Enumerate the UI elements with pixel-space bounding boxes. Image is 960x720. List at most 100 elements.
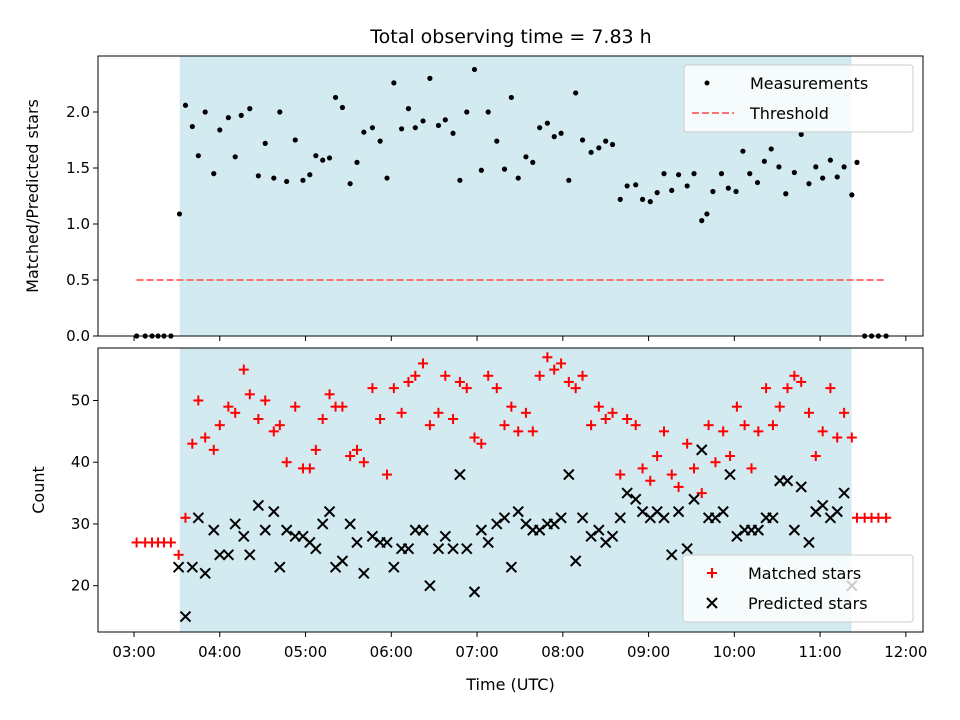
matched-star-point (499, 420, 510, 431)
top-y-axis-label: Matched/Predicted stars (23, 99, 42, 293)
predicted-star-point (831, 505, 843, 518)
predicted-star-point (838, 487, 850, 499)
matched-star-point (630, 420, 641, 431)
measurement-point (596, 145, 602, 151)
matched-star-point (180, 512, 191, 523)
bottom-y-axis-label: Count (29, 466, 48, 514)
legend-plus-glyph (707, 568, 717, 578)
predicted-star-point (688, 493, 700, 505)
predicted-star-point (475, 524, 488, 536)
matched-star-point (782, 383, 793, 394)
predicted-star-point (439, 530, 452, 543)
matched-star-point (375, 414, 386, 424)
measurement-point (654, 190, 660, 196)
y-tick-label: 50 (71, 391, 90, 409)
measurement-point (339, 104, 346, 111)
matched-star-point (448, 414, 459, 424)
matched-star-point (839, 407, 850, 418)
matched-star-point (549, 364, 560, 375)
measurement-point (768, 146, 774, 152)
predicted-star-point (351, 536, 363, 549)
measurement-point (326, 155, 333, 161)
predicted-star-point (563, 468, 575, 481)
y-tick-label: 20 (71, 577, 90, 595)
predicted-star-point (630, 493, 642, 505)
matched-star-point (527, 426, 538, 437)
predicted-star-point (482, 536, 494, 549)
measurement-point (405, 106, 412, 112)
measurement-point (292, 137, 298, 143)
predicted-star-point (696, 444, 708, 456)
legend-matched-label: Matched stars (748, 564, 861, 583)
measurement-point (202, 109, 208, 115)
matched-star-point (534, 370, 545, 381)
measurement-point (515, 175, 521, 181)
measurement-point (776, 164, 782, 170)
x-tick-label: 08:00 (541, 643, 584, 661)
predicted-star-point (672, 505, 685, 518)
predicted-star-point (752, 524, 765, 536)
measurement-point (277, 109, 283, 115)
matched-star-point (165, 537, 176, 548)
predicted-star-point (186, 561, 199, 573)
predicted-star-point (795, 481, 807, 493)
measurement-point (551, 134, 557, 140)
predicted-star-point (555, 512, 567, 524)
measurement-point (791, 169, 797, 176)
predicted-star-point (681, 542, 693, 555)
matched-star-point (881, 512, 892, 523)
predicted-star-point (172, 561, 185, 573)
matched-star-point (358, 457, 369, 468)
predicted-star-point (323, 505, 336, 518)
measurement-point (813, 164, 819, 170)
matched-star-point (731, 401, 742, 412)
measurement-point (566, 177, 572, 183)
matched-star-point (304, 463, 315, 474)
measurement-point (478, 167, 484, 173)
predicted-star-point (388, 561, 400, 573)
measurement-point (195, 153, 201, 159)
measurement-point (232, 154, 238, 160)
matched-star-point (622, 414, 633, 424)
y-tick-label: 30 (71, 515, 90, 533)
matched-star-point (382, 469, 393, 480)
measurement-point (798, 131, 804, 137)
measurement-point (300, 177, 306, 183)
legend-matched-marker (707, 568, 717, 578)
predicted-star-point (214, 549, 226, 561)
measurement-point (661, 171, 667, 177)
predicted-star-point (238, 530, 250, 543)
measurement-point (238, 112, 244, 118)
legend-threshold-label: Threshold (749, 104, 829, 123)
matched-star-point (317, 414, 328, 424)
matched-star-point (223, 401, 234, 412)
matched-star-point (563, 376, 574, 387)
matched-star-point (753, 426, 764, 437)
x-tick-label: 12:00 (884, 643, 927, 661)
bottom-legend: Matched stars Predicted stars (682, 554, 914, 623)
matched-star-point (469, 432, 480, 443)
measurement-point (675, 172, 682, 178)
matched-star-point (290, 401, 301, 412)
measurement-point (485, 109, 491, 115)
y-tick-label: 0.0 (66, 327, 90, 345)
measurement-point (820, 175, 826, 181)
measurement-point (189, 123, 195, 130)
matched-star-point (696, 488, 707, 499)
matched-star-point (673, 481, 684, 492)
measurement-point (710, 188, 716, 195)
measurement-point (725, 185, 731, 191)
measurement-point (617, 196, 623, 202)
measurement-point (211, 171, 217, 177)
legend-measurements-label: Measurements (750, 74, 868, 93)
measurement-point (501, 166, 508, 172)
x-tick-label: 03:00 (112, 643, 155, 661)
matched-star-point (214, 420, 225, 431)
measurement-point (718, 171, 725, 177)
matched-star-point (682, 438, 693, 449)
measurement-point (262, 140, 268, 146)
measurement-point (704, 211, 710, 217)
predicted-star-point (179, 610, 192, 623)
measurement-point (471, 66, 478, 73)
predicted-star-point (344, 518, 356, 530)
